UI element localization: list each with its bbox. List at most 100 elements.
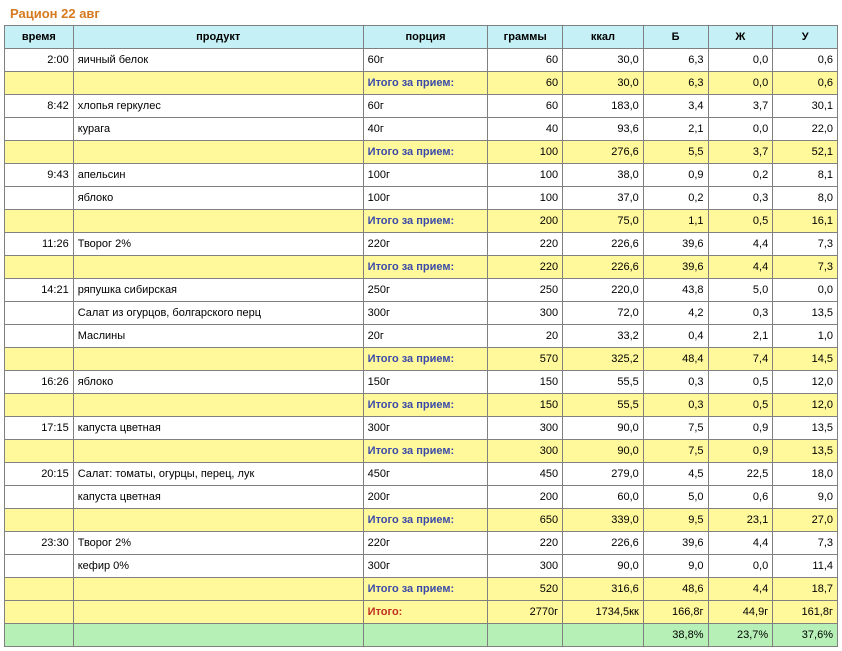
cell-product: апельсин (73, 164, 363, 187)
cell-product: Творог 2% (73, 532, 363, 555)
cell-grams: 2770г (488, 601, 563, 624)
cell-kcal: 316,6 (563, 578, 644, 601)
cell-u: 13,5 (773, 417, 838, 440)
table-row: капуста цветная200г20060,05,00,69,0 (5, 486, 838, 509)
cell-grams: 200 (488, 210, 563, 233)
cell-u: 37,6% (773, 624, 838, 647)
cell-b: 0,4 (643, 325, 708, 348)
cell-portion: 300г (363, 302, 488, 325)
cell-u: 18,7 (773, 578, 838, 601)
cell-zh: 0,5 (708, 394, 773, 417)
cell-zh: 4,4 (708, 256, 773, 279)
cell-b: 0,3 (643, 394, 708, 417)
header-portion: порция (363, 26, 488, 49)
cell-time (5, 440, 74, 463)
cell-subtotal-label: Итого за прием: (363, 394, 488, 417)
cell-zh: 44,9г (708, 601, 773, 624)
subtotal-row: Итого за прием:570325,248,47,414,5 (5, 348, 838, 371)
table-row: Маслины20г2033,20,42,11,0 (5, 325, 838, 348)
cell-product (73, 210, 363, 233)
cell-grams: 200 (488, 486, 563, 509)
cell-subtotal-label: Итого за прием: (363, 210, 488, 233)
subtotal-row: Итого за прием:6030,06,30,00,6 (5, 72, 838, 95)
cell-u: 11,4 (773, 555, 838, 578)
cell-kcal: 90,0 (563, 555, 644, 578)
cell-zh: 22,5 (708, 463, 773, 486)
cell-time (5, 348, 74, 371)
cell-time (5, 118, 74, 141)
cell-zh: 3,7 (708, 95, 773, 118)
header-u: У (773, 26, 838, 49)
cell-product (73, 601, 363, 624)
cell-u: 12,0 (773, 371, 838, 394)
cell-u: 13,5 (773, 302, 838, 325)
cell-u: 0,6 (773, 72, 838, 95)
cell-u: 1,0 (773, 325, 838, 348)
subtotal-row: Итого за прием:520316,648,64,418,7 (5, 578, 838, 601)
cell-kcal: 220,0 (563, 279, 644, 302)
cell-time (5, 486, 74, 509)
cell-time (5, 187, 74, 210)
cell-kcal: 90,0 (563, 417, 644, 440)
table-row: кефир 0%300г30090,09,00,011,4 (5, 555, 838, 578)
cell-portion: 40г (363, 118, 488, 141)
total-row: Итого:2770г1734,5кк166,8г44,9г161,8г (5, 601, 838, 624)
cell-grams: 60 (488, 95, 563, 118)
cell-zh: 23,1 (708, 509, 773, 532)
cell-product (73, 578, 363, 601)
cell-grams: 300 (488, 555, 563, 578)
subtotal-row: Итого за прием:20075,01,10,516,1 (5, 210, 838, 233)
table-row: 23:30Творог 2%220г220226,639,64,47,3 (5, 532, 838, 555)
cell-b: 7,5 (643, 417, 708, 440)
cell-b: 9,5 (643, 509, 708, 532)
cell-b: 0,2 (643, 187, 708, 210)
cell-product: капуста цветная (73, 417, 363, 440)
table-row: 20:15Салат: томаты, огурцы, перец, лук45… (5, 463, 838, 486)
cell-subtotal-label: Итого за прием: (363, 72, 488, 95)
cell-grams: 100 (488, 164, 563, 187)
cell-product: кефир 0% (73, 555, 363, 578)
cell-time (5, 601, 74, 624)
cell-grams: 150 (488, 394, 563, 417)
cell-kcal: 226,6 (563, 233, 644, 256)
cell-u: 0,6 (773, 49, 838, 72)
cell-subtotal-label: Итого за прием: (363, 348, 488, 371)
cell-zh: 0,5 (708, 210, 773, 233)
cell-portion: 60г (363, 95, 488, 118)
cell-portion: 300г (363, 555, 488, 578)
cell-product: Салат из огурцов, болгарского перц (73, 302, 363, 325)
cell-subtotal-label: Итого за прием: (363, 141, 488, 164)
cell-time: 11:26 (5, 233, 74, 256)
cell-grams: 100 (488, 141, 563, 164)
cell-b: 3,4 (643, 95, 708, 118)
cell-grams: 60 (488, 49, 563, 72)
cell-zh: 4,4 (708, 532, 773, 555)
cell-product (73, 394, 363, 417)
cell-time (5, 325, 74, 348)
cell-grams: 20 (488, 325, 563, 348)
cell-time (5, 141, 74, 164)
cell-grams: 40 (488, 118, 563, 141)
cell-time (5, 555, 74, 578)
table-row: курага40г4093,62,10,022,0 (5, 118, 838, 141)
cell-kcal: 30,0 (563, 72, 644, 95)
cell-portion: 100г (363, 187, 488, 210)
cell-kcal: 279,0 (563, 463, 644, 486)
cell-portion: 200г (363, 486, 488, 509)
header-zh: Ж (708, 26, 773, 49)
cell-time (5, 72, 74, 95)
cell-zh: 0,3 (708, 302, 773, 325)
cell-u: 8,1 (773, 164, 838, 187)
cell-time (5, 624, 74, 647)
cell-kcal: 1734,5кк (563, 601, 644, 624)
cell-portion: 150г (363, 371, 488, 394)
table-row: 16:26яблоко150г15055,50,30,512,0 (5, 371, 838, 394)
cell-b: 6,3 (643, 49, 708, 72)
cell-b: 1,1 (643, 210, 708, 233)
cell-grams: 60 (488, 72, 563, 95)
cell-time: 14:21 (5, 279, 74, 302)
cell-grams: 570 (488, 348, 563, 371)
cell-grams (488, 624, 563, 647)
cell-u: 14,5 (773, 348, 838, 371)
cell-portion (363, 624, 488, 647)
